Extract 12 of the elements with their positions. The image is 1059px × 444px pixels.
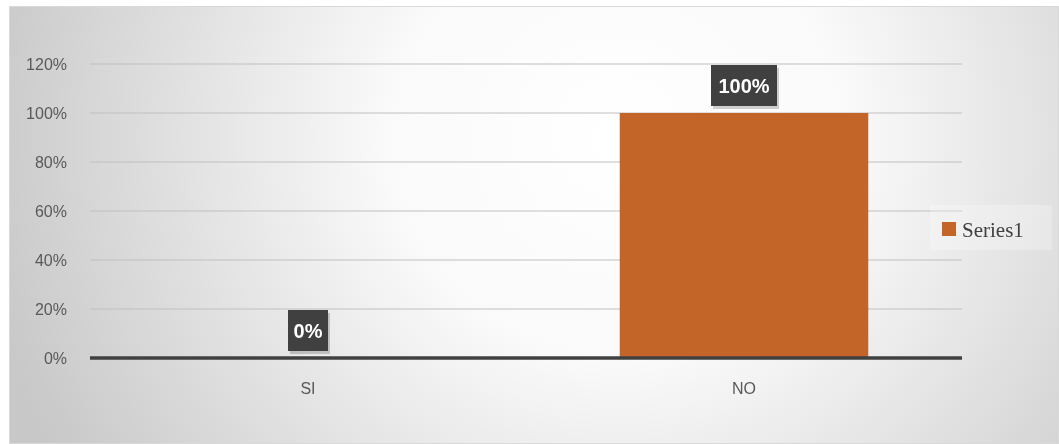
y-tick-label: 100% [26,104,67,122]
y-tick-label: 0% [43,349,67,367]
x-tick-label: SI [300,380,316,397]
data-label: 0% [293,319,323,342]
y-tick-label: 40% [34,251,67,269]
y-tick-label: 80% [34,153,67,171]
y-tick-label: 120% [26,55,67,73]
legend-label: Series1 [962,217,1024,242]
y-tick-label: 60% [34,202,67,220]
y-tick-label: 20% [34,300,67,318]
data-label: 100% [718,74,770,97]
x-tick-label: NO [732,380,756,397]
